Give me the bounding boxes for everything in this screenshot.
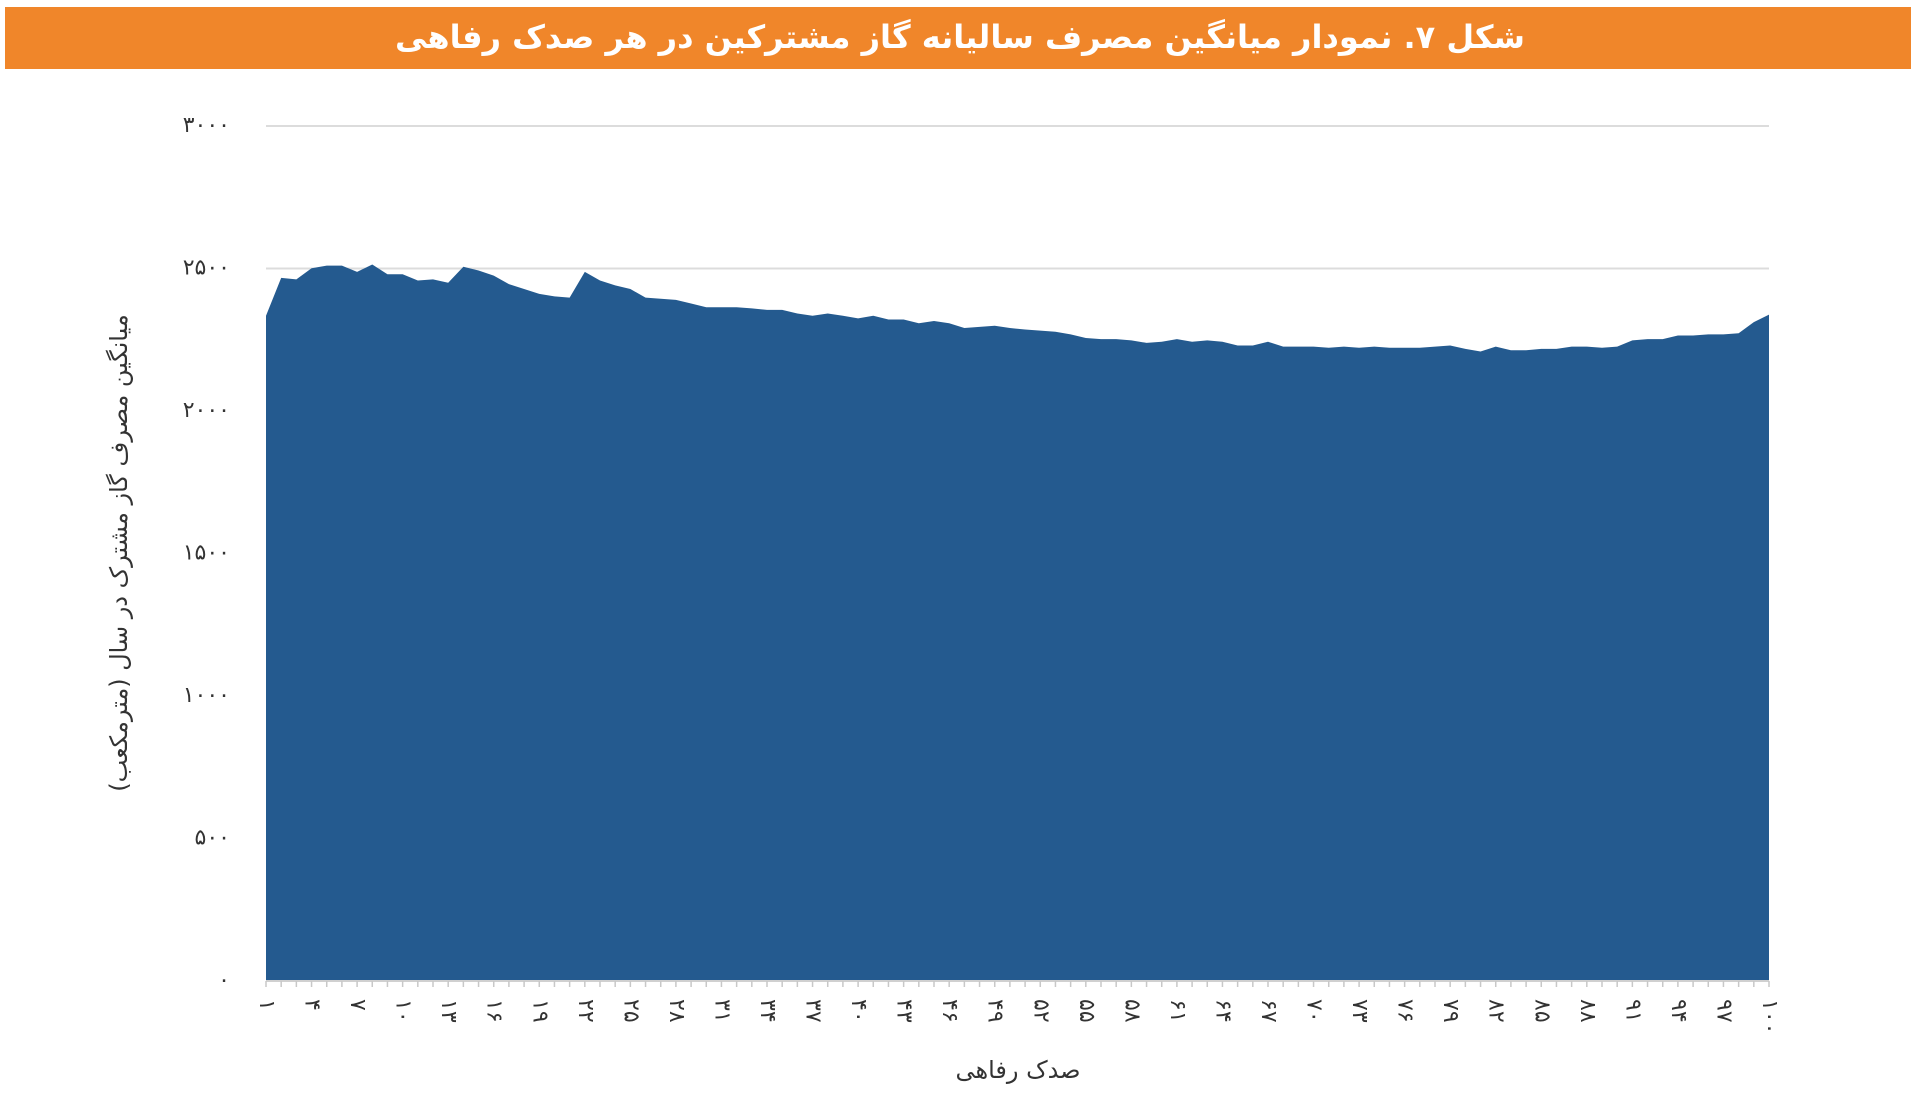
x-tick-label: ۳۱ — [709, 999, 734, 1023]
x-tick-label: ۶۴ — [1210, 999, 1235, 1023]
x-tick-label: ۴ — [300, 999, 325, 1011]
x-tick-label: ۹۷ — [1711, 999, 1736, 1023]
y-tick-label: ۵۰۰ — [195, 826, 230, 851]
x-tick-label: ۱ — [254, 999, 279, 1011]
x-tick-label: ۷ — [345, 999, 370, 1011]
x-tick-label: ۱۳ — [436, 999, 461, 1023]
chart-title: شکل ۷. نمودار میانگین مصرف سالیانه گاز م… — [395, 18, 1525, 56]
area — [266, 264, 1769, 981]
x-tick-label: ۵۵ — [1074, 999, 1099, 1023]
x-tick-label: ۹۱ — [1620, 999, 1645, 1023]
x-tick-label: ۱۰ — [391, 999, 416, 1023]
x-axis-title: صدک رفاهی — [955, 1056, 1080, 1084]
x-tick-label: ۷۶ — [1393, 999, 1418, 1023]
x-tick-label: ۸۵ — [1529, 999, 1554, 1023]
y-tick-label: ۳۰۰۰ — [183, 113, 230, 138]
x-tick-label: ۷۰ — [1302, 999, 1327, 1023]
title-banner — [5, 7, 1911, 69]
x-tick-label: ۱۶ — [482, 999, 507, 1023]
x-tick-label: ۲۵ — [618, 999, 643, 1023]
x-tick-label: ۷۹ — [1438, 999, 1463, 1023]
x-tick-label: ۴۹ — [983, 999, 1008, 1023]
x-tick-label: ۱۹ — [527, 999, 552, 1023]
y-tick-label: ۲۵۰۰ — [183, 256, 230, 281]
x-tick-label: ۲۸ — [664, 999, 689, 1023]
x-tick-label: ۸۸ — [1575, 999, 1600, 1023]
x-tick-label: ۶۷ — [1256, 999, 1281, 1023]
x-tick-label: ۱۰۰ — [1757, 999, 1782, 1034]
x-tick-label: ۲۲ — [573, 999, 598, 1023]
x-tick-label: ۷۳ — [1347, 999, 1372, 1023]
y-tick-label: ۱۵۰۰ — [183, 541, 230, 566]
x-tick-label: ۴۶ — [937, 999, 962, 1023]
y-tick-label: ۱۰۰۰ — [183, 683, 230, 708]
y-tick-label: ۲۰۰۰ — [183, 398, 230, 423]
x-tick-label: ۳۴ — [755, 999, 780, 1023]
y-axis-title: میانگین مصرف گاز مشترک در سال (مترمکعب) — [105, 314, 133, 791]
x-tick-label: ۵۲ — [1028, 999, 1053, 1023]
x-tick-label: ۵۸ — [1119, 999, 1144, 1023]
x-tick-label: ۴۰ — [846, 999, 871, 1023]
x-tick-label: ۳۷ — [801, 999, 826, 1023]
x-tick-label: ۸۲ — [1484, 999, 1509, 1023]
x-tick-label: ۶۱ — [1165, 999, 1190, 1023]
x-tick-label: ۴۳ — [892, 999, 917, 1023]
x-tick-label: ۹۴ — [1666, 999, 1691, 1023]
y-tick-label: ۰ — [218, 968, 230, 993]
